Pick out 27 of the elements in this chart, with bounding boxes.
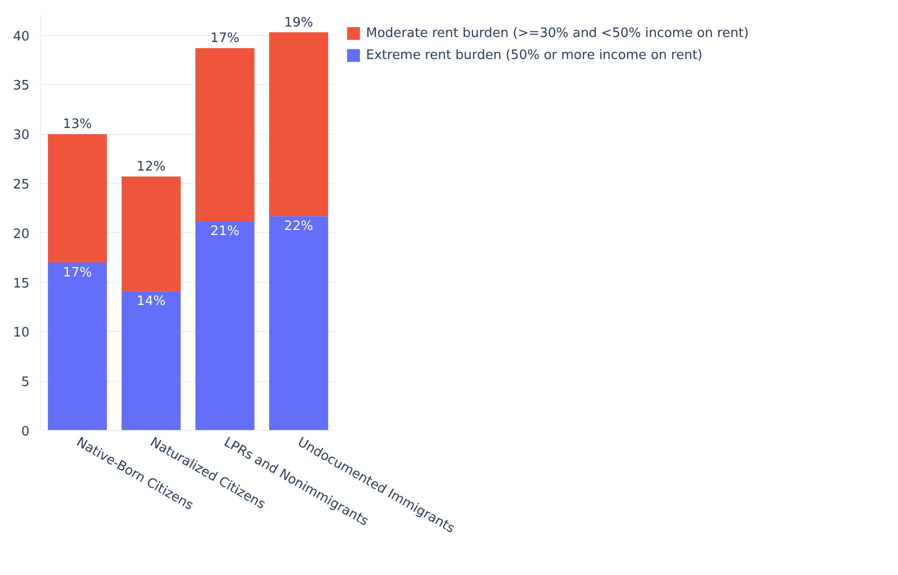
y-tick-label: 15: [12, 276, 30, 292]
data-label: 14%: [136, 294, 166, 310]
data-label: 22%: [284, 219, 314, 234]
bar: [269, 216, 328, 430]
bar: [48, 262, 107, 430]
bar: [195, 221, 254, 430]
bar: [48, 134, 107, 263]
y-tick-label: 5: [21, 375, 30, 390]
bar: [195, 48, 254, 222]
y-tick-label: 10: [12, 326, 30, 341]
y-tick-label: 35: [12, 78, 30, 94]
data-label: 19%: [284, 15, 314, 30]
y-tick-label: 40: [12, 29, 30, 44]
data-label: 17%: [210, 31, 240, 46]
data-label: 21%: [210, 224, 240, 240]
legend-label: Extreme rent burden (50% or more income on rent): [366, 48, 702, 62]
data-label: 12%: [136, 160, 166, 175]
bar: [122, 176, 181, 292]
data-label: 13%: [62, 117, 92, 132]
y-tick-label: 25: [12, 177, 30, 192]
y-tick-label: 30: [12, 128, 30, 144]
y-tick-label: 20: [12, 226, 30, 242]
legend-label: Moderate rent burden (>=30% and <50% income on rent): [366, 26, 749, 40]
bar: [122, 291, 181, 430]
y-tick-label: 0: [21, 424, 30, 440]
data-label: 17%: [62, 266, 92, 281]
bar: [269, 32, 328, 216]
